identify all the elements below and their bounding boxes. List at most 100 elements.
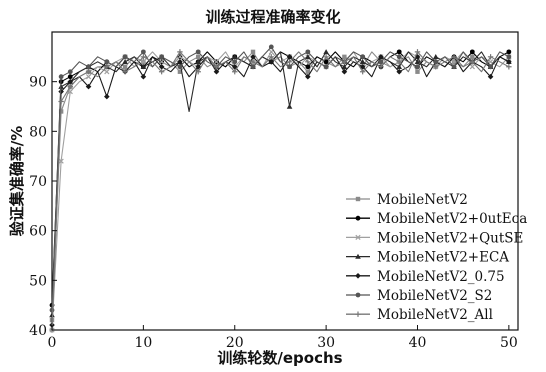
- data-point: [414, 59, 421, 64]
- data-point: [268, 54, 274, 60]
- data-point: [341, 59, 348, 65]
- data-point: [58, 74, 64, 80]
- data-point: [232, 59, 238, 65]
- data-point: [195, 63, 201, 70]
- series-layer: [49, 44, 512, 333]
- data-point: [122, 64, 128, 69]
- data-point: [58, 88, 64, 95]
- data-point: [122, 59, 128, 64]
- data-point: [86, 64, 91, 70]
- data-point: [432, 54, 439, 60]
- data-point: [158, 69, 165, 75]
- data-point: [433, 64, 439, 70]
- legend-marker: [355, 311, 361, 317]
- legend-label: MobileNetV2+QutSE: [377, 230, 523, 246]
- data-point: [451, 54, 457, 60]
- data-point: [250, 49, 256, 55]
- data-point: [177, 69, 183, 74]
- legend-marker: [355, 215, 361, 221]
- data-point: [213, 59, 220, 65]
- data-point: [305, 73, 311, 80]
- data-point: [104, 93, 110, 100]
- data-point: [122, 54, 128, 60]
- data-point: [487, 59, 494, 65]
- data-point: [305, 59, 311, 65]
- legend-label: MobileNetV2+ECA: [377, 250, 509, 266]
- series-line: [51, 51, 510, 331]
- legend-marker: [355, 234, 361, 241]
- data-point: [359, 63, 366, 70]
- x-axis-label: 训练轮数/epochs: [217, 349, 342, 367]
- data-point: [396, 49, 402, 55]
- data-point: [342, 54, 347, 60]
- data-point: [323, 49, 329, 55]
- y-tick-label: 40: [29, 323, 47, 339]
- data-point: [506, 49, 512, 55]
- data-point: [414, 54, 421, 60]
- series-group: [49, 44, 512, 313]
- data-point: [67, 74, 73, 80]
- data-point: [195, 69, 201, 75]
- series-line: [51, 56, 510, 326]
- data-point: [323, 59, 329, 65]
- data-point: [305, 49, 311, 55]
- data-point: [378, 64, 384, 70]
- data-point: [85, 83, 92, 90]
- legend-marker: [355, 253, 361, 259]
- data-point: [67, 78, 74, 85]
- data-point: [232, 69, 238, 75]
- data-point: [159, 59, 165, 65]
- data-point: [359, 59, 366, 64]
- data-point: [469, 64, 475, 70]
- y-axis-label: 验证集准确率/%: [8, 126, 26, 237]
- data-point: [85, 74, 92, 80]
- y-tick-label: 90: [29, 75, 47, 91]
- data-point: [341, 68, 348, 75]
- data-point: [67, 83, 73, 90]
- data-point: [414, 49, 421, 55]
- data-point: [287, 64, 292, 70]
- data-point: [415, 64, 420, 70]
- data-point: [396, 63, 403, 69]
- data-point: [286, 103, 293, 109]
- x-tick-label: 0: [48, 335, 57, 351]
- chart-title: 训练过程准确率变化: [205, 8, 340, 26]
- data-point: [159, 54, 165, 60]
- data-point: [140, 73, 147, 80]
- data-point: [104, 69, 110, 75]
- series-line: [51, 46, 510, 311]
- data-point: [140, 59, 146, 65]
- data-point: [487, 73, 494, 80]
- legend-label: MobileNetV2+0utEca: [377, 211, 527, 227]
- x-tick-label: 20: [226, 335, 244, 351]
- data-point: [359, 69, 366, 75]
- x-tick-label: 30: [317, 335, 335, 351]
- data-point: [250, 59, 256, 65]
- data-point: [177, 64, 183, 70]
- data-point: [506, 59, 512, 65]
- x-tick-label: 10: [134, 335, 152, 351]
- series-line: [51, 51, 510, 316]
- data-point: [487, 54, 494, 60]
- data-point: [506, 54, 512, 60]
- data-point: [268, 44, 274, 50]
- legend-marker: [355, 196, 361, 202]
- data-point: [268, 59, 275, 65]
- y-tick-label: 70: [29, 174, 47, 190]
- data-point: [67, 69, 73, 75]
- data-point: [451, 59, 457, 65]
- data-point: [268, 49, 274, 55]
- data-point: [396, 68, 403, 75]
- data-point: [396, 59, 402, 65]
- x-tick-label: 50: [500, 335, 518, 351]
- data-point: [177, 59, 183, 65]
- data-point: [140, 49, 146, 55]
- data-point: [140, 63, 147, 69]
- data-point: [67, 88, 73, 95]
- data-point: [104, 64, 110, 70]
- data-point: [323, 64, 329, 70]
- data-point: [360, 54, 366, 60]
- data-point: [231, 54, 238, 60]
- data-point: [177, 54, 183, 60]
